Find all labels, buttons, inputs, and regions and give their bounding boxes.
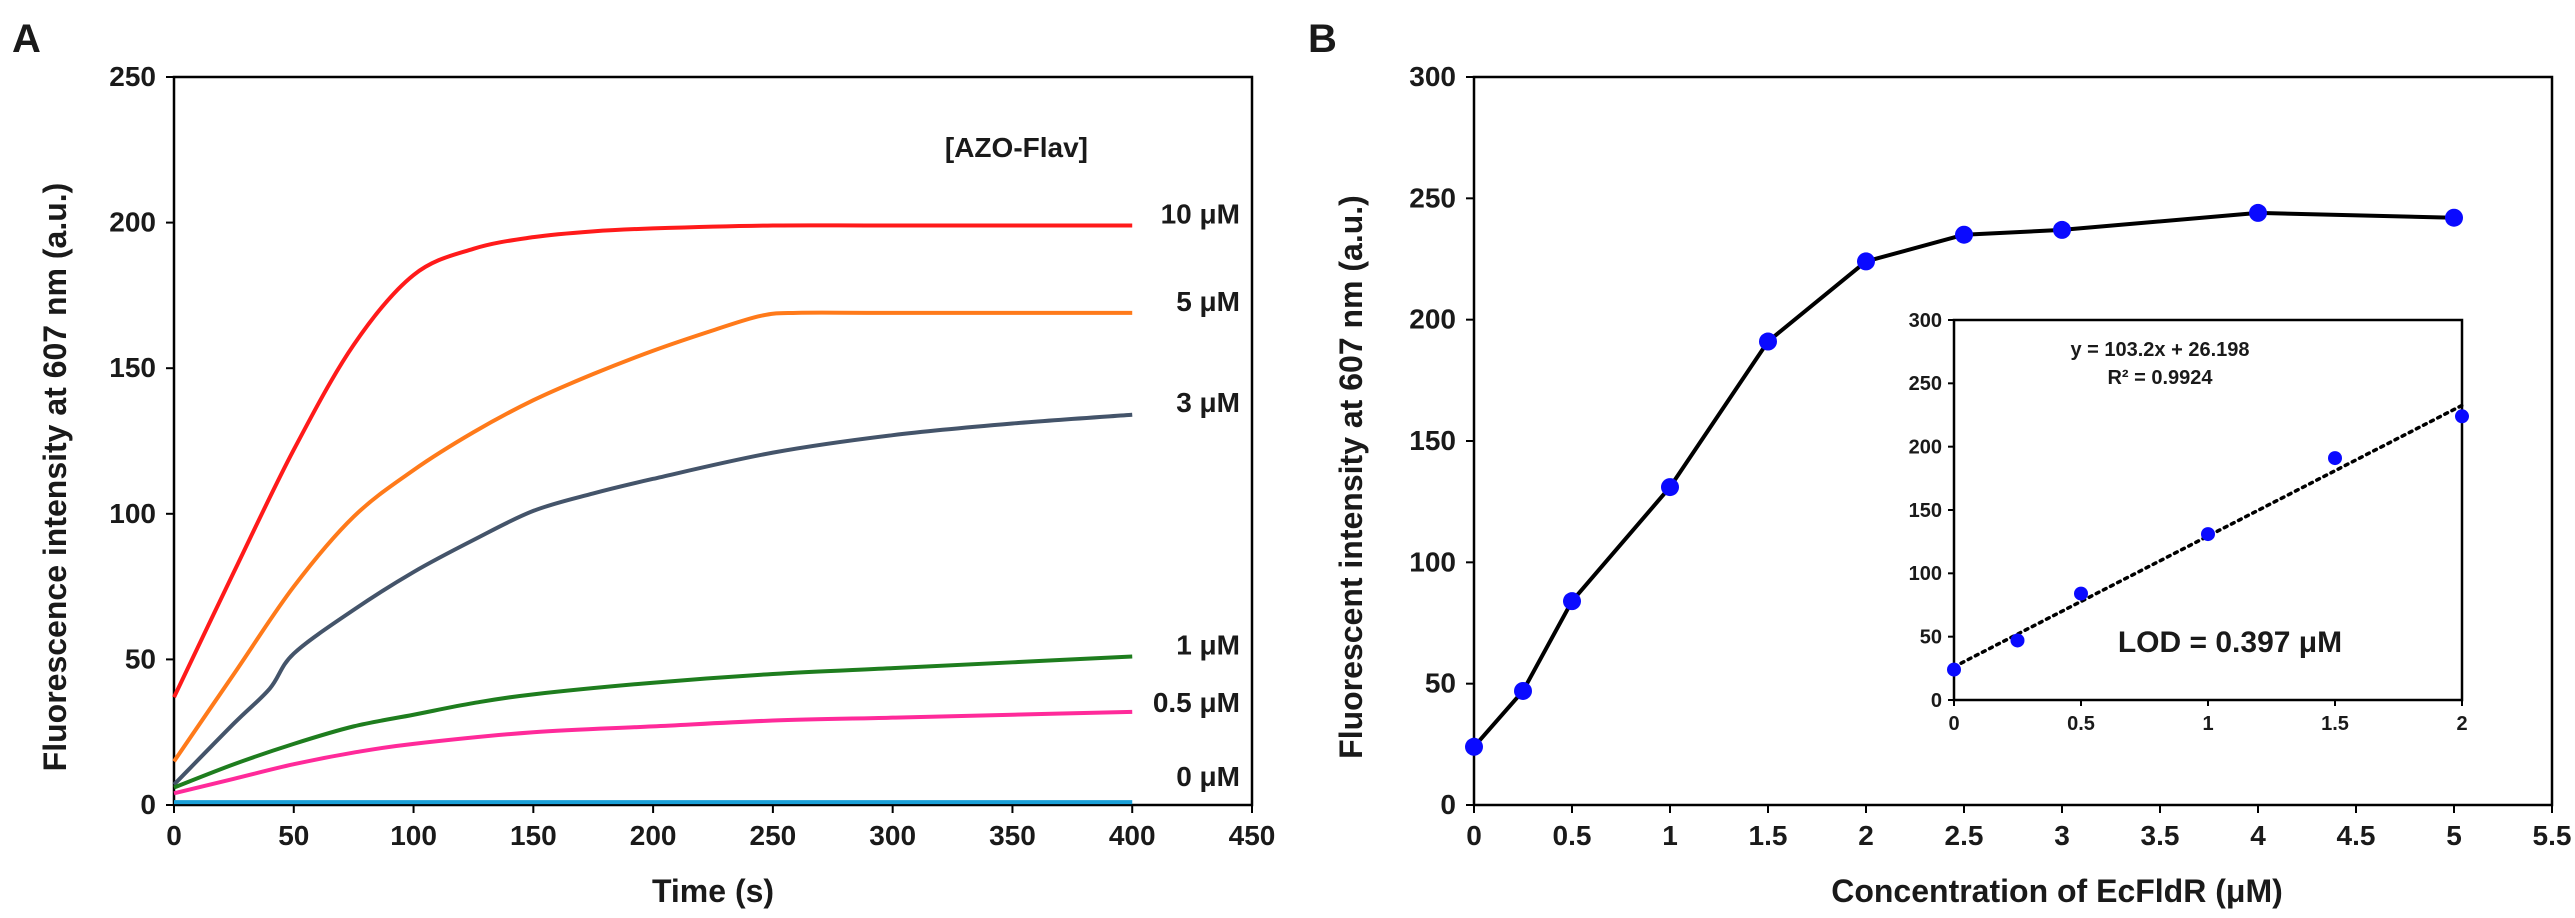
chart-b-y-tick-label: 250 <box>1409 182 1456 213</box>
chart-b-x-axis-title: Concentration of EcFldR (μM) <box>1831 873 2283 909</box>
chart-a-y-tick-label: 200 <box>109 207 156 238</box>
chart-a: 0 50 100 150 200 250 300 350 400 450 0 50 100 150 200 2… <box>109 61 1275 851</box>
inset-trendline <box>1952 403 2464 669</box>
chart-a-y-tick-label: 100 <box>109 498 156 529</box>
data-point-ecfldr <box>2053 220 2071 239</box>
chart-b-x-tick-label: 2 <box>1858 820 1874 851</box>
inset-data-point <box>2010 633 2025 648</box>
chart-a-x-tick-label: 100 <box>390 820 437 851</box>
data-point-ecfldr <box>1465 737 1483 756</box>
panel-label-b: B <box>1308 17 1337 61</box>
series-label-3M: 3 μM <box>1176 387 1240 418</box>
series-line-ecfldr <box>1472 210 2455 749</box>
legend-title: [AZO-Flav] <box>945 132 1088 163</box>
chart-a-x-tick-label: 450 <box>1229 820 1276 851</box>
chart-b-y-tick-label: 300 <box>1409 61 1456 92</box>
inset-background <box>1884 310 2482 740</box>
series-line-5M <box>172 310 1133 763</box>
series-label-5M: 5 μM <box>1176 286 1240 317</box>
chart-a-x-tick-label: 150 <box>510 820 557 851</box>
chart-b: 0 0.5 1 1.5 2 2.5 3 3.5 4 4.5 5 5.50501001502002503… <box>1409 61 2571 851</box>
series-line-1M <box>173 654 1133 790</box>
data-point-ecfldr <box>1514 681 1532 700</box>
inset-lod-annotation: LOD = 0.397 μM <box>2118 626 2342 659</box>
chart-a-x-tick-label: 200 <box>630 820 677 851</box>
inset-x-tick-label: 0.5 <box>2067 713 2095 735</box>
inset-data-point <box>1947 662 1961 677</box>
chart-b-x-tick-label: 1.5 <box>1749 820 1788 851</box>
chart-b-x-tick-label: 0.5 <box>1553 820 1592 851</box>
chart-a-x-tick-label: 0 <box>166 820 182 851</box>
chart-b-y-tick-label: 200 <box>1409 304 1456 335</box>
series-line-10M <box>172 223 1133 699</box>
inset-data-point <box>2201 527 2215 542</box>
chart-a-x-tick-label: 400 <box>1109 820 1156 851</box>
inset-y-tick-label: 200 <box>1909 436 1942 458</box>
inset-y-tick-label: 100 <box>1909 563 1942 585</box>
chart-a-x-tick-label: 250 <box>750 820 797 851</box>
inset-data-point <box>2455 409 2469 424</box>
inset-equation: y = 103.2x + 26.198 <box>2070 339 2249 361</box>
chart-b-y-tick-label: 0 <box>1440 789 1456 820</box>
inset-x-tick-label: 1 <box>2202 713 2213 735</box>
panel-label-a: A <box>12 17 41 61</box>
data-point-ecfldr <box>2445 208 2463 227</box>
inset-y-tick-label: 0 <box>1931 690 1942 712</box>
chart-a-x-tick-label: 50 <box>278 820 309 851</box>
chart-a-y-tick-label: 250 <box>109 61 156 92</box>
inset-data-point <box>2328 451 2342 466</box>
data-point-ecfldr <box>1759 332 1777 351</box>
chart-a-x-axis-title: Time (s) <box>652 873 774 909</box>
data-point-ecfldr <box>1563 592 1581 611</box>
series-line-3M <box>172 412 1133 787</box>
chart-a-y-axis-title: Fluorescence intensity at 607 nm (a.u.) <box>37 183 73 772</box>
series-label-10M: 10 μM <box>1161 199 1240 230</box>
chart-a-x-tick-label: 350 <box>989 820 1036 851</box>
data-point-ecfldr <box>1857 252 1875 271</box>
chart-b-y-axis-title: Fluorescent intensity at 607 nm (a.u.) <box>1333 195 1369 759</box>
data-point-ecfldr <box>2249 203 2267 222</box>
chart-b-y-tick-label: 100 <box>1409 546 1456 577</box>
inset-y-tick-label: 50 <box>1920 626 1942 648</box>
inset-data-point <box>2074 586 2088 601</box>
inset-y-tick-label: 150 <box>1909 500 1942 522</box>
chart-b-inset: 0 0.5 1 1.5 2 0 50 100 150 200 250 300 <box>1884 310 2482 740</box>
series-label-1M: 1 μM <box>1176 629 1240 660</box>
inset-y-tick-label: 250 <box>1909 373 1942 395</box>
inset-r-squared: R² = 0.9924 <box>2107 367 2213 389</box>
chart-b-x-tick-label: 1 <box>1662 820 1678 851</box>
data-point-ecfldr <box>1955 225 1973 244</box>
chart-a-plot-frame <box>172 75 1254 807</box>
chart-b-x-tick-label: 2.5 <box>1945 820 1984 851</box>
chart-b-y-tick-label: 50 <box>1425 668 1456 699</box>
chart-b-x-tick-label: 3 <box>2054 820 2070 851</box>
inset-x-tick-label: 0 <box>1948 713 1959 735</box>
chart-b-x-tick-label: 3.5 <box>2141 820 2180 851</box>
chart-b-x-tick-label: 4.5 <box>2337 820 2376 851</box>
series-label-0-5M: 0.5 μM <box>1153 687 1240 718</box>
chart-b-y-tick-label: 150 <box>1409 425 1456 456</box>
series-label-0M: 0 μM <box>1176 761 1240 792</box>
chart-a-y-tick-label: 0 <box>140 789 156 820</box>
chart-b-x-tick-label: 5 <box>2446 820 2462 851</box>
inset-y-tick-label: 300 <box>1909 310 1942 332</box>
inset-x-tick-label: 2 <box>2456 713 2467 735</box>
chart-b-x-tick-label: 5.5 <box>2533 820 2572 851</box>
chart-a-y-tick-label: 50 <box>125 643 156 674</box>
inset-x-tick-label: 1.5 <box>2321 713 2349 735</box>
chart-b-x-tick-label: 0 <box>1466 820 1482 851</box>
chart-b-x-tick-label: 4 <box>2250 820 2266 851</box>
chart-a-y-tick-label: 150 <box>109 352 156 383</box>
data-point-ecfldr <box>1661 478 1679 497</box>
series-line-0-5M <box>173 709 1133 796</box>
chart-a-x-tick-label: 300 <box>869 820 916 851</box>
